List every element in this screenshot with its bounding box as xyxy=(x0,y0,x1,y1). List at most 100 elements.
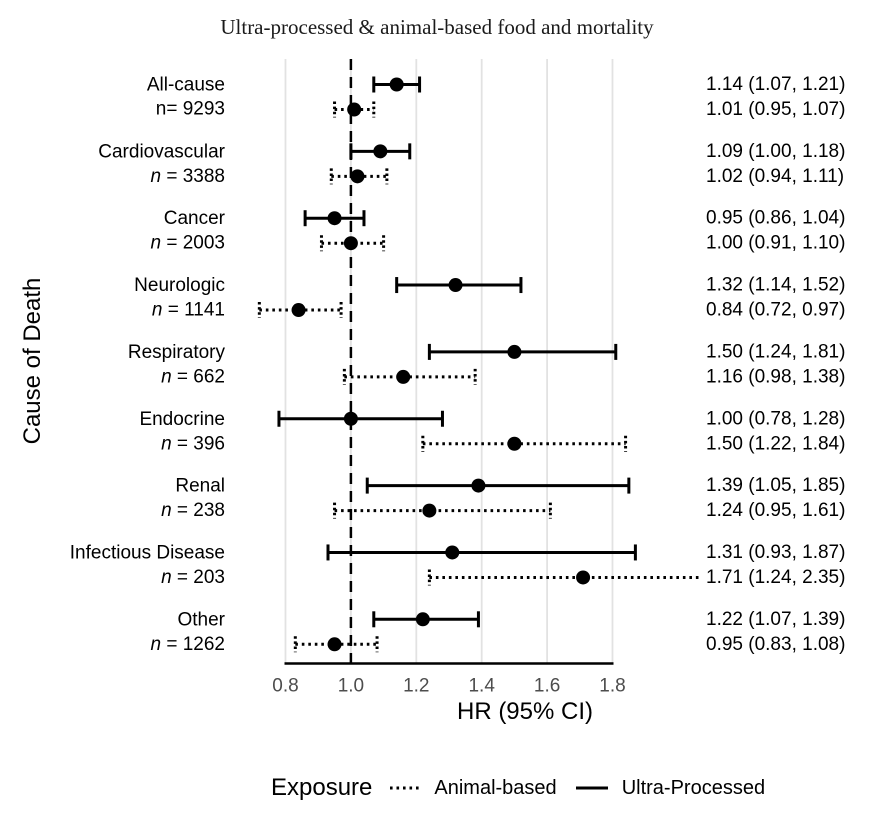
x-axis-title: HR (95% CI) xyxy=(456,698,594,725)
point-estimate xyxy=(347,102,362,117)
ci-animal-based-neurologic: 0.84 (0.72, 0.97) xyxy=(257,300,845,321)
category-name: Cancer xyxy=(164,208,226,229)
hr-value-label: 1.50 (1.22, 1.84) xyxy=(706,433,845,454)
category-label-cancer: Cancer n = 2003 xyxy=(151,208,226,253)
point-estimate xyxy=(576,570,591,585)
category-name: Other xyxy=(177,609,225,630)
category-n: n = 203 xyxy=(161,566,225,587)
ci-ultra-processed-other: 1.22 (1.07, 1.39) xyxy=(372,609,845,630)
category-name: All-cause xyxy=(147,75,225,96)
ci-animal-based-cardiovascular: 1.02 (0.94, 1.11) xyxy=(329,166,844,187)
point-estimate xyxy=(389,77,404,92)
point-estimate xyxy=(422,503,437,518)
ci-animal-based-all-cause: 1.01 (0.95, 1.07) xyxy=(333,99,845,120)
figure-title: Ultra-processed & animal-based food and … xyxy=(220,15,654,39)
y-axis-title: Cause of Death xyxy=(19,277,46,445)
hr-value-label: 1.09 (1.00, 1.18) xyxy=(706,141,845,162)
x-tick-label: 0.8 xyxy=(272,676,298,697)
category-label-other: Other n = 1262 xyxy=(151,609,226,654)
point-estimate xyxy=(350,169,365,184)
point-estimate xyxy=(343,236,358,251)
ci-ultra-processed-cardiovascular: 1.09 (1.00, 1.18) xyxy=(349,141,845,162)
point-estimate xyxy=(291,303,306,318)
ci-animal-based-other: 0.95 (0.83, 1.08) xyxy=(293,634,845,655)
ci-animal-based-respiratory: 1.16 (0.98, 1.38) xyxy=(342,366,845,387)
ci-ultra-processed-cancer: 0.95 (0.86, 1.04) xyxy=(303,208,845,229)
solid-line-swatch xyxy=(575,786,608,790)
hr-value-label: 0.84 (0.72, 0.97) xyxy=(706,300,845,321)
point-estimate xyxy=(373,144,388,159)
hr-value-label: 1.39 (1.05, 1.85) xyxy=(706,475,845,496)
ci-ultra-processed-respiratory: 1.50 (1.24, 1.81) xyxy=(427,341,845,362)
hr-value-label: 1.01 (0.95, 1.07) xyxy=(706,99,845,120)
hr-value-label: 1.02 (0.94, 1.11) xyxy=(706,166,844,187)
category-n: n = 238 xyxy=(161,500,225,521)
category-label-infectious-disease: Infectious Disease n = 203 xyxy=(70,542,225,587)
dotted-line-swatch xyxy=(390,786,421,790)
hr-value-label: 1.32 (1.14, 1.52) xyxy=(706,275,845,296)
hr-value-label: 1.24 (0.95, 1.61) xyxy=(706,500,845,521)
point-estimate xyxy=(507,436,522,451)
category-label-all-cause: All-cause n= 9293 xyxy=(147,75,225,120)
category-n: n = 1141 xyxy=(152,299,225,320)
category-n: n = 1262 xyxy=(151,633,226,654)
point-estimate xyxy=(448,278,463,293)
x-tick-label: 1.2 xyxy=(403,676,429,697)
hr-value-label: 1.31 (0.93, 1.87) xyxy=(706,542,845,563)
legend-label-animal-based: Animal-based xyxy=(434,776,557,799)
hr-value-label: 1.00 (0.91, 1.10) xyxy=(706,233,845,254)
ci-animal-based-renal: 1.24 (0.95, 1.61) xyxy=(333,500,845,521)
hr-value-label: 1.71 (1.24, 2.35) xyxy=(706,567,845,588)
hr-value-label: 1.22 (1.07, 1.39) xyxy=(706,609,845,630)
category-label-endocrine: Endocrine n = 396 xyxy=(139,409,225,454)
category-name: Endocrine xyxy=(139,409,225,430)
legend: Exposure Animal-based Ultra-Processed xyxy=(271,771,765,805)
ci-ultra-processed-infectious-disease: 1.31 (0.93, 1.87) xyxy=(326,542,845,563)
category-name: Infectious Disease xyxy=(70,542,225,563)
category-name: Renal xyxy=(175,476,225,497)
point-estimate xyxy=(327,637,342,652)
ci-ultra-processed-neurologic: 1.32 (1.14, 1.52) xyxy=(395,275,845,296)
category-n: n = 3388 xyxy=(151,165,226,186)
hr-value-label: 1.50 (1.24, 1.81) xyxy=(706,341,845,362)
category-n: n = 2003 xyxy=(151,232,226,253)
ci-animal-based-infectious-disease: 1.71 (1.24, 2.35) xyxy=(427,567,845,588)
category-n: n = 396 xyxy=(161,433,225,454)
hr-value-label: 1.14 (1.07, 1.21) xyxy=(706,74,845,95)
point-estimate xyxy=(445,545,460,560)
category-name: Cardiovascular xyxy=(98,141,225,162)
point-estimate xyxy=(396,369,411,384)
category-label-respiratory: Respiratory n = 662 xyxy=(128,342,226,387)
hr-value-label: 1.00 (0.78, 1.28) xyxy=(706,408,845,429)
ci-ultra-processed-all-cause: 1.14 (1.07, 1.21) xyxy=(372,74,845,95)
x-tick-label: 1.8 xyxy=(599,676,625,697)
point-estimate xyxy=(507,344,522,359)
category-name: Neurologic xyxy=(134,275,225,296)
hr-value-label: 0.95 (0.86, 1.04) xyxy=(706,208,845,229)
point-estimate xyxy=(327,211,342,226)
legend-title: Exposure xyxy=(271,774,373,801)
ci-animal-based-cancer: 1.00 (0.91, 1.10) xyxy=(319,233,845,254)
hr-value-label: 1.16 (0.98, 1.38) xyxy=(706,366,845,387)
category-label-cardiovascular: Cardiovascular n = 3388 xyxy=(98,141,225,186)
hr-value-label: 0.95 (0.83, 1.08) xyxy=(706,634,845,655)
category-name: Respiratory xyxy=(128,342,226,363)
point-estimate xyxy=(343,411,358,426)
category-n: n = 662 xyxy=(161,366,225,387)
category-n: n= 9293 xyxy=(156,99,225,120)
x-tick-label: 1.0 xyxy=(338,676,364,697)
x-tick-label: 1.4 xyxy=(468,676,495,697)
ci-ultra-processed-renal: 1.39 (1.05, 1.85) xyxy=(365,475,845,496)
legend-item-ultra-processed: Ultra-Processed xyxy=(575,777,765,800)
ci-animal-based-endocrine: 1.50 (1.22, 1.84) xyxy=(421,433,845,454)
point-estimate xyxy=(415,612,430,627)
point-estimate xyxy=(471,478,486,493)
legend-item-animal-based: Animal-based xyxy=(389,776,557,800)
x-tick-label: 1.6 xyxy=(534,676,560,697)
legend-label-ultra-processed: Ultra-Processed xyxy=(621,776,766,799)
ci-ultra-processed-endocrine: 1.00 (0.78, 1.28) xyxy=(277,408,845,429)
category-label-neurologic: Neurologic n = 1141 xyxy=(134,275,225,320)
category-label-renal: Renal n = 238 xyxy=(161,476,225,521)
